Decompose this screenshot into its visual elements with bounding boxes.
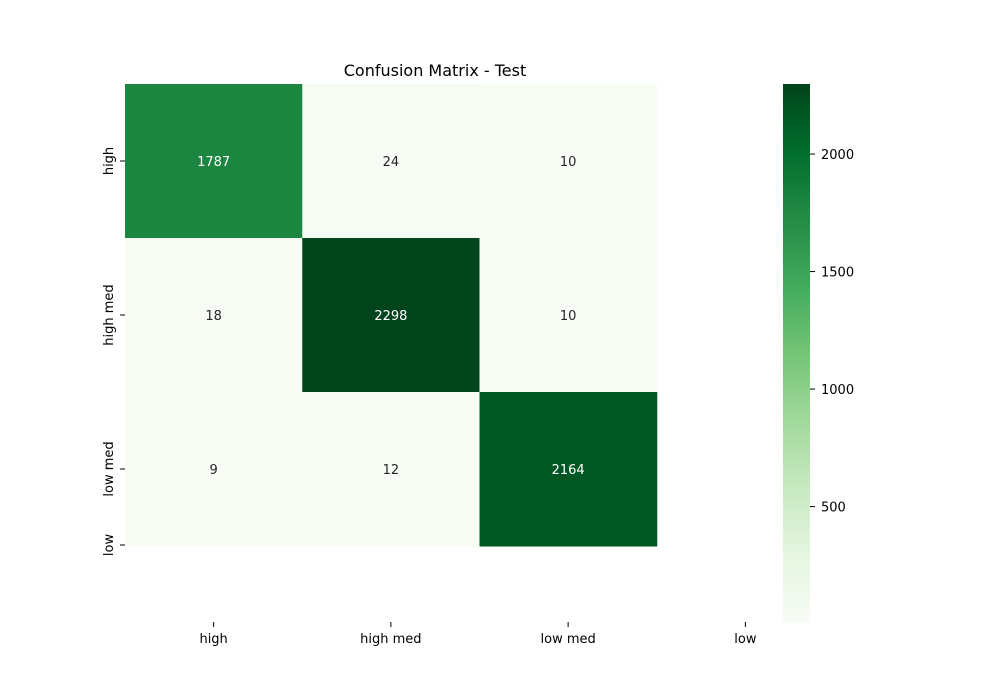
y-tick-label: low med [102,441,117,496]
heatmap-cell [479,84,658,239]
heatmap-cell [125,84,303,239]
colorbar-tick-label: 500 [821,501,846,516]
colorbar-tick-label: 1500 [821,266,854,281]
x-tick-label: high [199,632,227,647]
heatmap-cell [302,392,480,547]
x-tick-label: low [734,632,757,647]
heatmap-cell [302,84,480,239]
cell-value-label: 18 [205,309,222,324]
heatmap-cell [125,238,303,393]
heatmap-cell [479,392,658,547]
colorbar: 500 1000 1500 2000 [783,84,854,622]
y-tick-label: low [102,534,117,557]
heatmap-cell [479,238,658,393]
x-axis-ticks: high high med low med low [199,622,757,647]
colorbar-tick-label: 1000 [821,383,854,398]
cell-value-label: 2298 [374,309,407,324]
cell-value-label: 9 [209,463,217,478]
heatmap-cell [125,392,303,547]
x-tick-label: high med [360,632,421,647]
colorbar-ticks: 500 1000 1500 2000 [810,148,854,516]
y-tick-label: high med [102,284,117,345]
heatmap-cell-labels: 1787 24 10 18 2298 10 9 12 2164 [197,155,585,478]
cell-value-label: 1787 [197,155,230,170]
chart-title: Confusion Matrix - Test [344,61,527,80]
cell-value-label: 12 [383,463,400,478]
heatmap-cells [125,84,658,547]
y-axis-ticks: high high med low med low [102,147,125,556]
x-tick-label: low med [541,632,596,647]
cell-value-label: 2164 [552,463,585,478]
cell-value-label: 10 [560,155,577,170]
cell-value-label: 24 [383,155,400,170]
colorbar-tick-label: 2000 [821,148,854,163]
colorbar-gradient [783,84,810,622]
cell-value-label: 10 [560,309,577,324]
y-tick-label: high [102,147,117,175]
heatmap-cell [302,238,480,393]
